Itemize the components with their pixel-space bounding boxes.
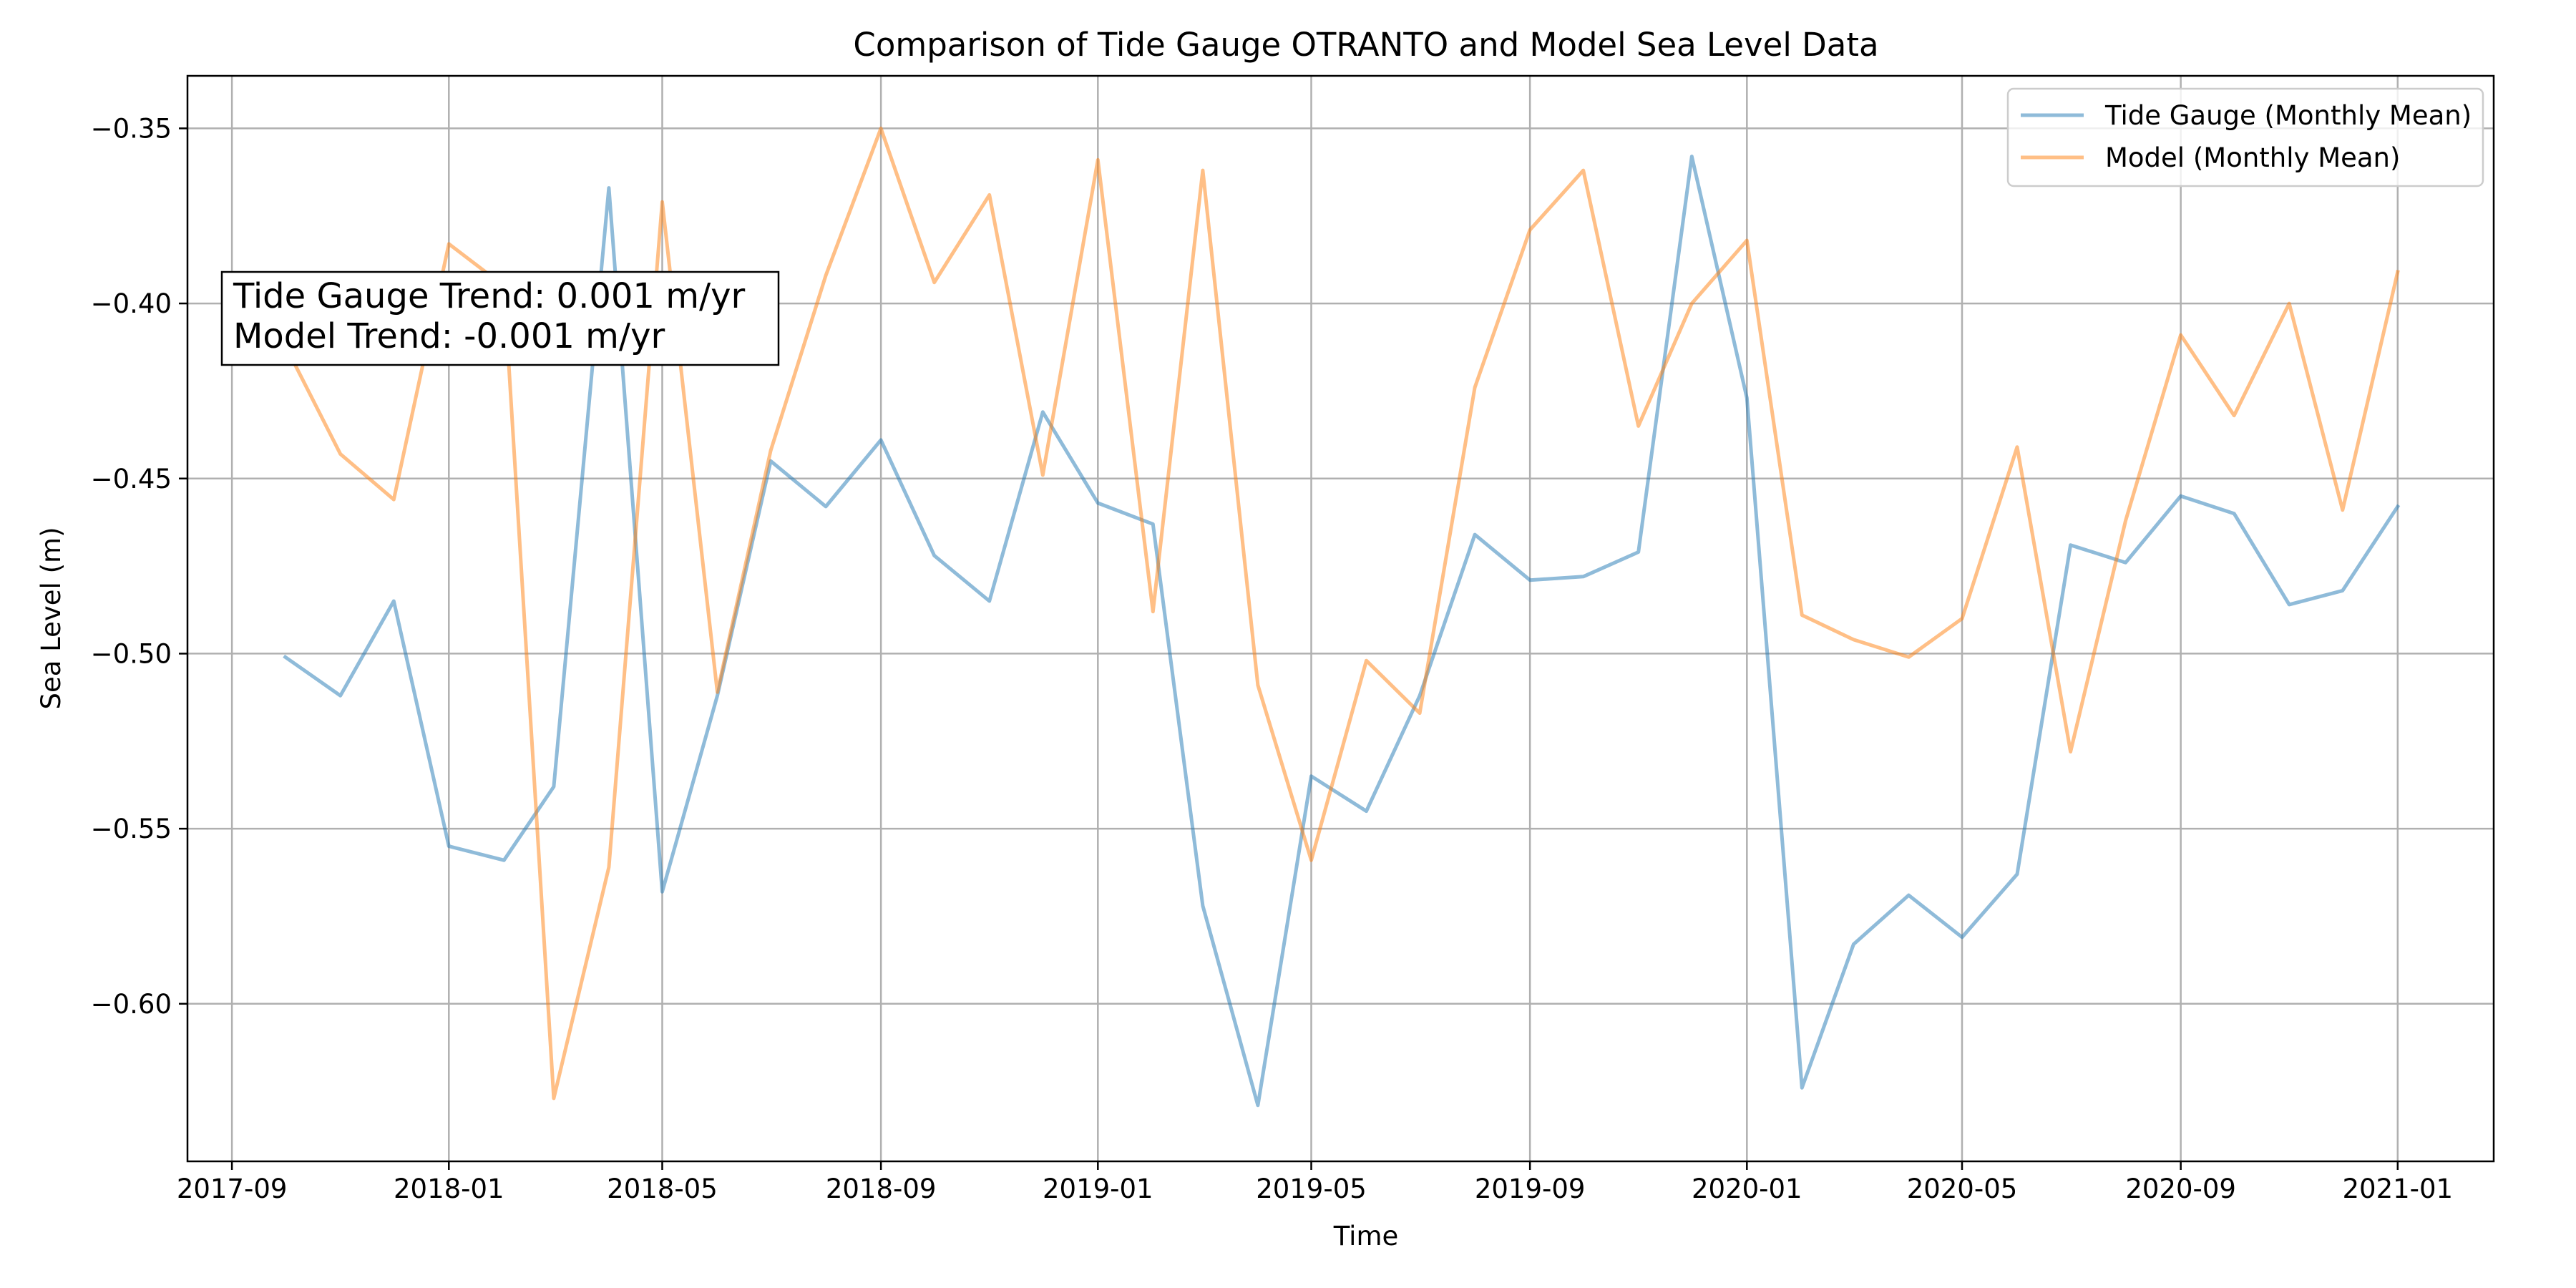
- x-tick-label: 2018-01: [394, 1174, 504, 1204]
- x-tick-label: 2020-01: [1692, 1174, 1802, 1204]
- legend-label-model: Model (Monthly Mean): [2105, 142, 2400, 173]
- y-tick-label: −0.50: [91, 638, 172, 669]
- grid-layer: [187, 76, 2494, 1161]
- legend-box: [2006, 87, 2484, 187]
- tick-layer: 2017-09 2018-01 2018-05 2018-09 2019-01 2019-…: [91, 113, 2454, 1204]
- x-tick-label: 2019-01: [1043, 1174, 1153, 1204]
- series-layer: [283, 126, 2401, 1108]
- y-tick-label: −0.60: [91, 989, 172, 1020]
- trend-annotation-line-model: Model Trend: -0.001 m/yr: [233, 316, 665, 356]
- y-tick-label: −0.45: [91, 464, 172, 494]
- x-tick-label: 2019-05: [1256, 1174, 1367, 1204]
- y-tick-label: −0.55: [91, 814, 172, 844]
- x-tick-label: 2019-09: [1475, 1174, 1586, 1204]
- x-tick-label: 2021-01: [2343, 1174, 2454, 1204]
- y-axis-title: Sea Level (m): [36, 527, 67, 709]
- legend-label-tide-gauge: Tide Gauge (Monthly Mean): [2104, 100, 2472, 131]
- y-tick-label: −0.35: [91, 113, 172, 144]
- legend: Tide Gauge (Monthly Mean) Model (Monthly…: [2006, 87, 2484, 187]
- x-tick-label: 2017-09: [177, 1174, 288, 1204]
- x-tick-label: 2020-05: [1907, 1174, 2018, 1204]
- x-tick-label: 2018-05: [607, 1174, 718, 1204]
- plot-frame: [186, 74, 2495, 1163]
- y-tick-label: −0.40: [91, 288, 172, 319]
- trend-annotation: Tide Gauge Trend: 0.001 m/yr Model Trend…: [220, 270, 780, 366]
- series-line-model: [283, 126, 2400, 1101]
- chart-title: Comparison of Tide Gauge OTRANTO and Mod…: [853, 26, 1878, 64]
- x-tick-label: 2018-09: [826, 1174, 937, 1204]
- trend-annotation-box: [220, 270, 780, 366]
- x-tick-label: 2020-09: [2125, 1174, 2236, 1204]
- x-axis-title: Time: [1333, 1221, 1399, 1252]
- trend-annotation-line-tide: Tide Gauge Trend: 0.001 m/yr: [233, 276, 746, 316]
